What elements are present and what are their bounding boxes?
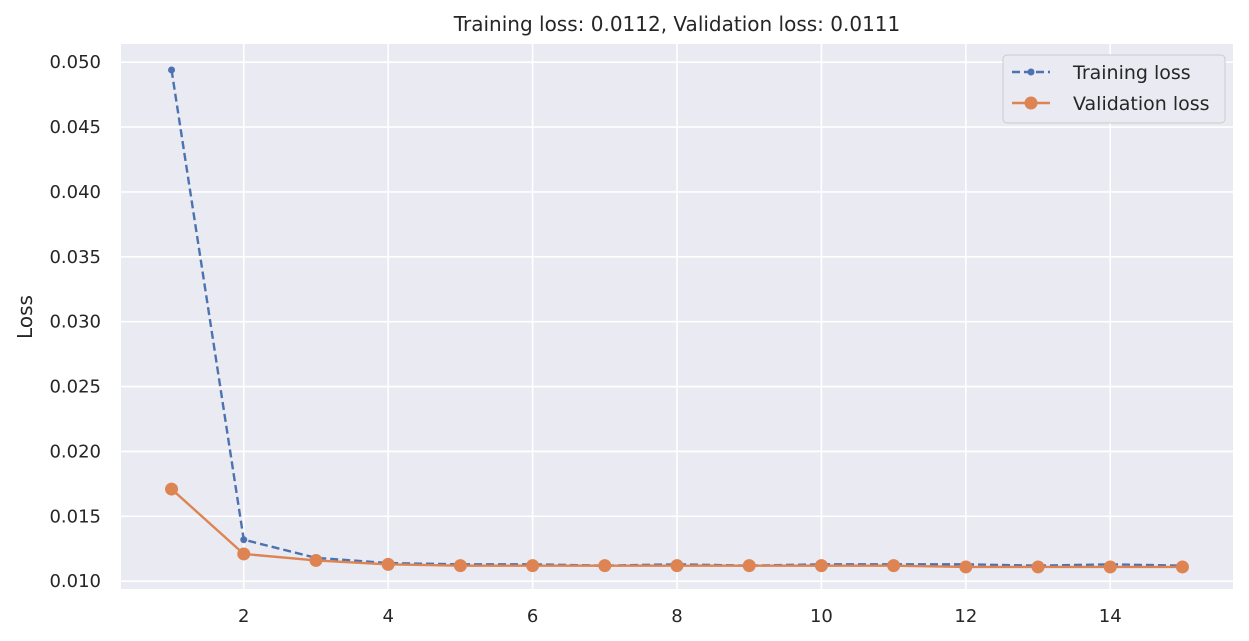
y-tick-label: 0.025 (49, 377, 101, 398)
chart-title: Training loss: 0.0112, Validation loss: … (453, 12, 901, 36)
data-point-validation-loss (814, 559, 828, 573)
grid-lines (121, 44, 1233, 589)
data-point-training-loss (168, 66, 176, 74)
y-tick-label: 0.010 (49, 571, 101, 592)
data-point-validation-loss (1175, 560, 1189, 574)
legend: Training loss Validation loss (1002, 54, 1226, 124)
data-point-validation-loss (742, 559, 756, 573)
data-point-validation-loss (453, 559, 467, 573)
y-axis-label: Loss (13, 295, 37, 339)
data-point-validation-loss (381, 557, 395, 571)
y-tick-label: 0.050 (49, 52, 101, 73)
data-point-validation-loss (1031, 560, 1045, 574)
x-tick-label: 12 (954, 606, 977, 627)
data-point-validation-loss (887, 559, 901, 573)
x-tick-label: 8 (671, 606, 682, 627)
data-point-validation-loss (165, 482, 179, 496)
y-tick-label: 0.035 (49, 247, 101, 268)
series-layer (165, 66, 1189, 574)
data-point-validation-loss (598, 559, 612, 573)
data-point-training-loss (240, 536, 248, 544)
x-tick-label: 14 (1099, 606, 1122, 627)
data-point-validation-loss (1103, 560, 1117, 574)
data-point-validation-loss (237, 547, 251, 561)
x-tick-label: 10 (810, 606, 833, 627)
legend-label-training: Training loss (1072, 62, 1191, 84)
x-tick-labels: 2 4 6 8 10 12 14 (238, 606, 1122, 627)
x-tick-label: 6 (527, 606, 538, 627)
legend-box (1002, 54, 1226, 124)
data-point-validation-loss (959, 560, 973, 574)
y-tick-label: 0.020 (49, 441, 101, 462)
y-tick-labels: 0.010 0.015 0.020 0.025 0.030 0.035 0.040 0.045… (49, 52, 101, 592)
x-tick-label: 2 (238, 606, 249, 627)
legend-marker-validation (1024, 96, 1038, 110)
y-tick-label: 0.030 (49, 312, 101, 333)
y-tick-label: 0.040 (49, 182, 101, 203)
x-tick-label: 4 (382, 606, 393, 627)
legend-label-validation: Validation loss (1073, 93, 1210, 115)
data-point-validation-loss (309, 553, 323, 567)
y-tick-label: 0.015 (49, 506, 101, 527)
data-point-validation-loss (670, 559, 684, 573)
y-tick-label: 0.045 (49, 117, 101, 138)
legend-marker-training (1027, 68, 1035, 76)
data-point-validation-loss (526, 559, 540, 573)
